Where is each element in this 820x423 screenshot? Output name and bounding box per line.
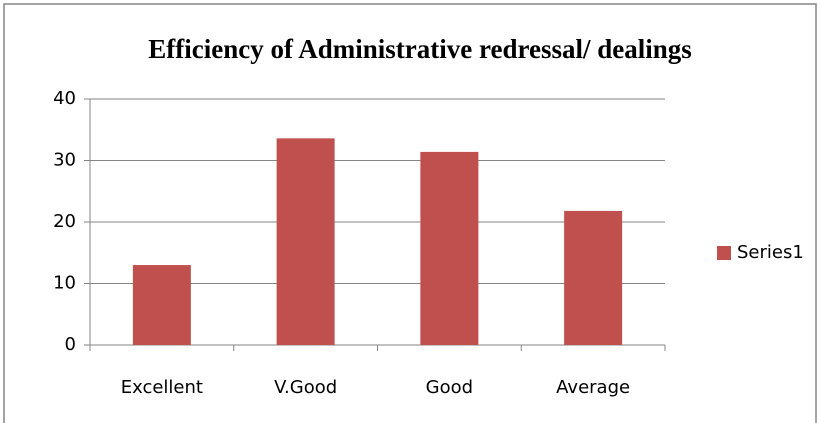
y-tick-label: 30 xyxy=(53,150,76,171)
bar xyxy=(564,210,623,345)
y-tick-label: 0 xyxy=(65,334,76,355)
y-tick-label: 10 xyxy=(53,273,76,294)
bar xyxy=(276,138,335,345)
chart-border xyxy=(3,3,817,423)
x-tick-label: V.Good xyxy=(274,377,337,398)
y-tick-label: 40 xyxy=(53,88,76,109)
legend-label: Series1 xyxy=(737,242,804,263)
bar xyxy=(420,151,479,345)
x-tick-label: Good xyxy=(426,377,473,398)
y-tick-label: 20 xyxy=(53,211,76,232)
bar xyxy=(132,265,191,345)
x-tick-label: Average xyxy=(556,377,630,398)
chart-title: Efficiency of Administrative redressal/ … xyxy=(148,34,691,64)
legend-swatch xyxy=(717,246,731,260)
x-tick-label: Excellent xyxy=(121,377,203,398)
